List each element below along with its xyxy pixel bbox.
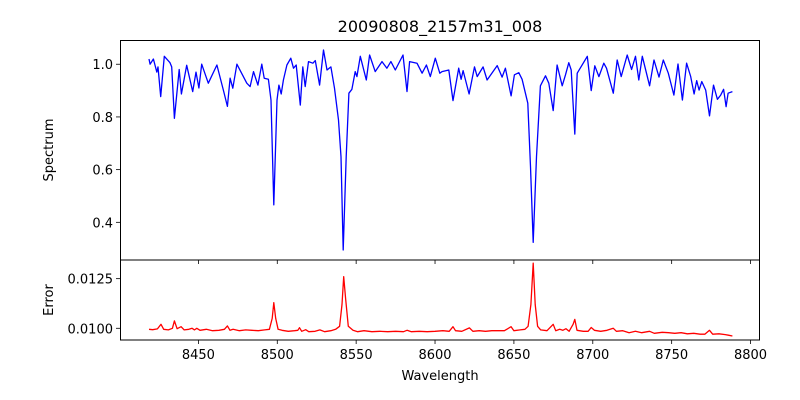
x-tick-label: 8700 <box>576 348 609 363</box>
error-axes-frame <box>120 259 760 341</box>
error-plot-area <box>148 262 733 337</box>
spectrum-y-tick-label: 0.6 <box>92 164 113 179</box>
error-series-line <box>148 262 733 337</box>
spectrum-axis-ticks: 0.4 0.6 0.8 1.0 <box>92 58 751 264</box>
x-tick-label: 8600 <box>418 348 451 363</box>
error-axis-ticks: 8450 8500 8550 8600 8650 8700 8750 8800 0.0100 0.… <box>68 273 768 363</box>
x-axis-label: Wavelength <box>401 369 478 384</box>
x-tick-label: 8750 <box>655 348 688 363</box>
x-tick-label: 8550 <box>340 348 373 363</box>
spectrum-plot-area <box>148 49 733 251</box>
error-y-tick-label: 0.0125 <box>68 273 114 288</box>
x-tick-label: 8500 <box>261 348 294 363</box>
spectrum-y-tick-label: 0.4 <box>92 216 113 231</box>
spectrum-y-axis-label: Spectrum <box>42 119 57 182</box>
error-panel: 8450 8500 8550 8600 8650 8700 8750 8800 0.0100 0.… <box>42 259 768 384</box>
x-tick-label: 8450 <box>182 348 215 363</box>
x-tick-label: 8800 <box>734 348 767 363</box>
spectrum-y-tick-label: 0.8 <box>92 111 113 126</box>
x-tick-label: 8650 <box>497 348 530 363</box>
chart-title: 20090808_2157m31_008 <box>338 17 543 37</box>
error-y-axis-label: Error <box>42 284 57 316</box>
spectrum-series-line <box>148 49 733 251</box>
spectrum-y-tick-label: 1.0 <box>92 58 113 73</box>
error-y-tick-label: 0.0100 <box>68 322 114 337</box>
